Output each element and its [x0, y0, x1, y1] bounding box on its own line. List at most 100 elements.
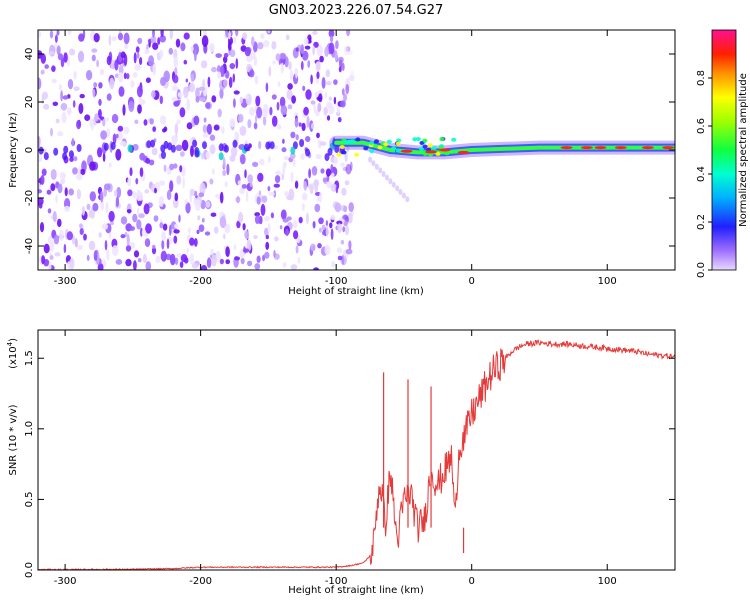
- noise-blob: [91, 48, 98, 53]
- noise-blob: [219, 191, 224, 204]
- noise-blob: [313, 41, 319, 48]
- noise-blob: [40, 53, 46, 64]
- noise-blob: [62, 95, 69, 100]
- noise-blob: [209, 178, 214, 185]
- noise-blob: [343, 45, 349, 56]
- noise-blob: [273, 183, 280, 188]
- noise-blob: [305, 136, 311, 142]
- noise-blob: [159, 35, 166, 43]
- noise-blob: [190, 45, 194, 52]
- signal-blob: [422, 138, 428, 143]
- noise-blob: [245, 190, 249, 202]
- noise-band-blob: [127, 144, 133, 153]
- colorbar-tick-label: 0.2: [696, 214, 707, 230]
- noise-band-blob: [38, 146, 44, 155]
- noise-blob: [305, 89, 312, 100]
- noise-blob: [273, 190, 277, 198]
- noise-blob: [160, 115, 167, 125]
- noise-blob: [254, 215, 261, 225]
- noise-blob: [240, 257, 245, 265]
- noise-blob: [271, 40, 277, 50]
- noise-blob: [179, 261, 184, 268]
- noise-blob: [148, 159, 155, 166]
- noise-blob: [74, 238, 78, 248]
- noise-blob: [144, 238, 151, 248]
- noise-blob: [132, 213, 138, 223]
- noise-blob: [55, 194, 58, 204]
- noise-blob: [114, 59, 119, 71]
- noise-blob: [143, 203, 150, 215]
- snr-y-ticks: 0.0 0.5 1.0 1.5: [24, 350, 675, 578]
- noise-blob: [49, 30, 54, 39]
- snr-y-tick-label: 0.0: [24, 562, 35, 578]
- noise-blob: [143, 119, 148, 126]
- noise-blob: [342, 226, 346, 233]
- noise-blob: [111, 36, 117, 42]
- noise-blob: [217, 71, 222, 79]
- noise-blob: [304, 45, 311, 50]
- noise-blob: [290, 152, 296, 160]
- noise-blob: [247, 174, 253, 184]
- signal-blob: [412, 137, 418, 142]
- noise-band-blob: [327, 147, 333, 156]
- noise-blob: [336, 106, 340, 115]
- noise-blob: [38, 182, 41, 189]
- noise-blob: [286, 216, 292, 221]
- noise-blob: [136, 52, 140, 59]
- noise-blob: [69, 48, 75, 56]
- spectrogram-heatmap: [38, 30, 675, 270]
- noise-band-blob: [223, 144, 229, 153]
- noise-blob: [67, 79, 74, 90]
- noise-blob: [41, 168, 47, 176]
- noise-blob: [64, 205, 70, 212]
- noise-blob: [217, 108, 222, 118]
- noise-blob: [322, 230, 326, 236]
- noise-blob: [316, 44, 324, 57]
- noise-blob: [153, 215, 159, 222]
- noise-blob: [264, 251, 270, 259]
- noise-blob: [183, 32, 190, 40]
- noise-blob: [106, 248, 110, 261]
- noise-blob: [303, 37, 309, 46]
- noise-blob: [229, 118, 236, 128]
- spectrogram-x-tick-label: -300: [54, 276, 77, 287]
- noise-blob: [341, 88, 345, 96]
- noise-blob: [151, 246, 157, 255]
- noise-blob: [258, 190, 262, 196]
- signal-tail-blob: [385, 174, 389, 181]
- noise-blob: [223, 56, 228, 64]
- noise-blob: [181, 165, 186, 177]
- noise-blob: [195, 96, 200, 103]
- noise-blob: [333, 79, 338, 85]
- noise-blob: [149, 118, 154, 125]
- noise-blob: [301, 50, 309, 61]
- noise-blob: [210, 248, 214, 256]
- noise-blob: [101, 223, 109, 230]
- spectrogram-x-ticks: -300 -200 -100 0 100: [54, 30, 617, 287]
- noise-blob: [268, 191, 275, 197]
- noise-blob: [100, 130, 107, 140]
- noise-blob: [176, 253, 182, 258]
- noise-blob: [275, 53, 281, 61]
- noise-blob: [288, 61, 292, 70]
- noise-blob: [104, 240, 108, 251]
- noise-blob: [307, 60, 311, 69]
- noise-blob: [76, 173, 83, 181]
- noise-blob: [341, 187, 347, 196]
- noise-blob: [253, 122, 258, 130]
- noise-blob: [145, 223, 152, 234]
- noise-blob: [102, 118, 106, 127]
- noise-blob: [265, 82, 269, 93]
- noise-blob: [81, 206, 85, 216]
- noise-blob: [92, 88, 96, 98]
- noise-blob: [44, 64, 49, 69]
- noise-blob: [253, 235, 258, 239]
- noise-blob: [348, 202, 355, 213]
- noise-blob: [117, 32, 124, 41]
- noise-blob: [323, 106, 329, 115]
- noise-blob: [261, 108, 267, 118]
- noise-blob: [47, 236, 53, 244]
- signal-blob: [427, 143, 433, 148]
- signal-blob: [377, 145, 383, 150]
- spectrogram-x-tick-label: -100: [325, 276, 348, 287]
